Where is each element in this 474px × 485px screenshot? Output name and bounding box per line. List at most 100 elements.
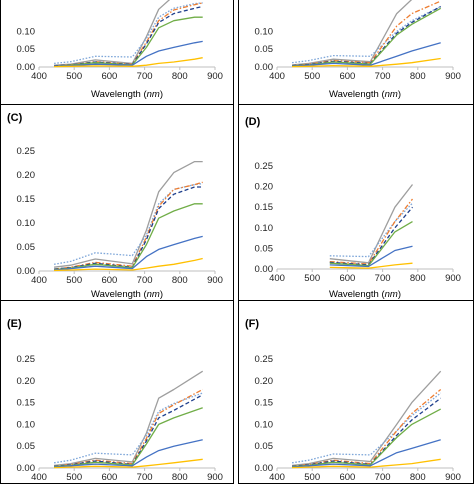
y-tick-label: 0.15 (17, 194, 36, 205)
x-tick-label: 900 (445, 273, 461, 284)
x-tick-label: 700 (137, 275, 153, 286)
series-line-gray (292, 0, 413, 66)
series-line-dashdot (329, 198, 414, 265)
y-tick-label: 0.00 (17, 463, 36, 474)
chart-panel-c: 400 500 600 700 800 900 0.00 0.05 0.10 0.15 0.20 0.… (0, 104, 234, 304)
series-line-yellow (54, 57, 203, 68)
x-tick-label: 500 (66, 71, 82, 82)
x-tick-label: 500 (304, 273, 320, 284)
panel-label: (E) (7, 318, 22, 330)
x-axis-label: Wavelength (nm) (329, 89, 401, 100)
series-line-gray (54, 370, 204, 467)
series-line-green (329, 221, 413, 267)
x-tick-label: 700 (137, 71, 153, 82)
series-line-dashdot (54, 181, 203, 270)
x-axis-label: Wavelength (nm) (329, 289, 401, 300)
series-line-dotted (329, 202, 413, 258)
series-line-gray (292, 370, 442, 467)
chart-svg-a: 400 500 600 700 800 900 0.00 0.05 0.10 Wavelength… (17, 0, 223, 100)
x-tick-label: 500 (66, 275, 82, 286)
chart-svg-e: 400 500 600 700 800 9000.000.050.100.150.200.… (7, 318, 223, 483)
x-tick-label: 600 (339, 71, 355, 82)
series-line-gray (54, 0, 171, 66)
y-tick-label: 0.20 (255, 376, 274, 387)
series-line-blue (329, 245, 413, 268)
chart-panel-e: 400 500 600 700 800 900 0.00 0.05 0.10 0.15 0.20 0.… (0, 300, 234, 484)
x-tick-label: 800 (410, 273, 426, 284)
y-tick-label: 0.05 (255, 44, 274, 55)
y-tick-label: 0.00 (255, 463, 274, 474)
series-line-dashed (292, 397, 442, 467)
series-line-gray (329, 184, 414, 264)
x-tick-label: 700 (375, 273, 391, 284)
x-tick-label: 900 (207, 71, 223, 82)
series-line-blue (292, 42, 441, 67)
y-tick-label: 0.15 (255, 398, 274, 409)
series-line-dashdot (292, 388, 442, 467)
y-tick-label: 0.20 (17, 170, 36, 181)
y-tick-label: 0.00 (17, 266, 36, 277)
series-line-yellow (292, 57, 441, 68)
series-line-blue (292, 439, 441, 468)
x-axis-label: Wavelength (nm) (91, 89, 163, 100)
chart-panel-d: 400 500 600 700 800 900 0.00 0.05 0.10 0.15 0.20 0.… (238, 104, 474, 304)
panel-label: (C) (7, 112, 23, 124)
series-line-yellow (54, 257, 203, 272)
x-tick-label: 800 (172, 275, 188, 286)
chart-svg-d: 400 500 600 700 800 900 0.00 0.05 0.10 0.15 0.20 0.… (245, 116, 461, 300)
series-line-dotted (292, 5, 441, 64)
chart-svg-f: 400 500 600 700 800 9000.000.050.100.150.200.… (245, 318, 461, 483)
y-tick-label: 0.05 (17, 44, 36, 55)
series-line-green (54, 16, 203, 67)
y-tick-label: 0.05 (17, 242, 36, 253)
chart-panel-b: 400 500 600 700 800 900 0.00 0.05 0.10 Wavelength… (238, 0, 474, 108)
x-tick-label: 800 (410, 71, 426, 82)
y-tick-label: 0.05 (255, 441, 274, 452)
panel-label: (F) (245, 318, 259, 330)
y-tick-label: 0.20 (17, 376, 36, 387)
x-tick-label: 900 (207, 275, 223, 286)
x-tick-label: 600 (101, 71, 117, 82)
series-line-yellow (329, 262, 413, 269)
y-tick-label: 0.15 (17, 398, 36, 409)
x-tick-label: 600 (339, 273, 355, 284)
series-line-yellow (54, 458, 203, 469)
y-tick-label: 0.25 (17, 354, 36, 365)
x-tick-label: 800 (172, 71, 188, 82)
y-tick-label: 0.15 (255, 202, 274, 213)
y-tick-label: 0.25 (17, 146, 36, 157)
panel-label: (D) (245, 116, 261, 128)
y-tick-label: 0.10 (255, 419, 274, 430)
series-line-blue (54, 235, 203, 271)
series-line-dashed (54, 5, 203, 67)
y-tick-label: 0.00 (255, 264, 274, 275)
y-tick-label: 0.05 (17, 441, 36, 452)
series-line-blue (54, 40, 203, 67)
x-axis-label: Wavelength (nm) (91, 289, 163, 300)
series-line-dashdot (54, 388, 204, 467)
series-line-dotted (53, 392, 203, 464)
y-tick-label: 0.10 (17, 419, 36, 430)
y-tick-label: 0.00 (255, 62, 274, 73)
chart-svg-c: 400 500 600 700 800 900 0.00 0.05 0.10 0.15 0.20 0.… (7, 112, 223, 300)
series-line-dotted (291, 392, 442, 464)
y-tick-label: 0.05 (255, 243, 274, 254)
x-tick-label: 400 (31, 275, 47, 286)
x-tick-label: 900 (445, 71, 461, 82)
series-line-dotted (53, 182, 203, 265)
y-tick-label: 0.10 (17, 26, 36, 37)
series-line-green (292, 408, 442, 468)
series-line-gray (54, 160, 203, 268)
y-tick-label: 0.10 (255, 26, 274, 37)
chart-panel-a: 400 500 600 700 800 900 0.00 0.05 0.10 Wavelength… (0, 0, 234, 108)
series-line-dashed (54, 394, 204, 467)
y-tick-label: 0.10 (255, 223, 274, 234)
y-tick-label: 0.25 (255, 354, 274, 365)
x-tick-label: 600 (101, 275, 117, 286)
series-line-green (54, 203, 203, 271)
x-tick-label: 400 (31, 71, 47, 82)
x-tick-label: 400 (269, 71, 285, 82)
y-tick-label: 0.10 (17, 218, 36, 229)
series-line-blue (54, 439, 203, 468)
chart-panel-f: 400 500 600 700 800 900 0.00 0.05 0.10 0.15 0.20 0.… (238, 300, 474, 484)
